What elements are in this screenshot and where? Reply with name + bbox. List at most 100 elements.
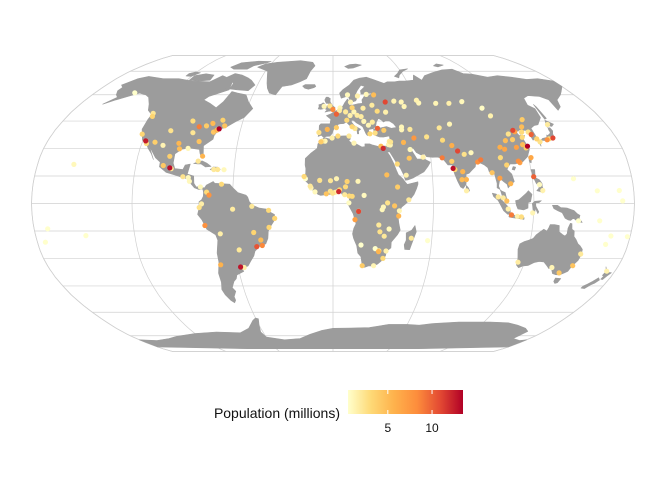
land-iceland bbox=[302, 84, 317, 90]
city-point bbox=[624, 234, 631, 240]
city-point bbox=[403, 172, 409, 178]
land-antarctica bbox=[139, 317, 529, 349]
city-point bbox=[367, 131, 373, 137]
city-point bbox=[132, 90, 138, 96]
city-point bbox=[384, 172, 390, 178]
city-point bbox=[217, 231, 223, 237]
city-point bbox=[346, 200, 352, 206]
city-point bbox=[504, 162, 510, 168]
city-point bbox=[197, 184, 203, 190]
city-point bbox=[351, 140, 357, 146]
city-point bbox=[575, 218, 582, 224]
city-point bbox=[519, 124, 525, 130]
city-point bbox=[196, 124, 202, 130]
city-point bbox=[206, 192, 212, 198]
city-point bbox=[497, 155, 503, 161]
land-hainan bbox=[511, 166, 516, 171]
city-point bbox=[433, 100, 439, 106]
city-point bbox=[519, 134, 525, 140]
city-point bbox=[463, 188, 470, 194]
city-point bbox=[185, 145, 191, 151]
city-point bbox=[383, 248, 389, 254]
city-point bbox=[505, 131, 511, 137]
land-baffin bbox=[226, 73, 256, 91]
city-point bbox=[254, 244, 260, 250]
city-point bbox=[343, 109, 349, 115]
city-point bbox=[218, 181, 225, 187]
city-point bbox=[200, 153, 206, 159]
city-point bbox=[312, 189, 318, 195]
city-point bbox=[536, 182, 543, 188]
city-point bbox=[381, 233, 387, 239]
land-sulawesi bbox=[532, 200, 542, 214]
city-point bbox=[463, 176, 469, 183]
city-point bbox=[344, 178, 350, 185]
city-point bbox=[508, 212, 515, 218]
city-point bbox=[450, 165, 456, 171]
land-victoria-is bbox=[189, 73, 215, 82]
city-point bbox=[327, 103, 333, 109]
city-point bbox=[487, 113, 494, 119]
city-point bbox=[167, 153, 173, 159]
graticule-meridian bbox=[493, 55, 635, 352]
city-point bbox=[358, 114, 364, 120]
city-point bbox=[167, 165, 173, 171]
city-point bbox=[544, 137, 550, 143]
city-point bbox=[371, 92, 377, 98]
city-point bbox=[143, 138, 149, 144]
city-point bbox=[479, 105, 485, 111]
city-point bbox=[168, 128, 174, 134]
city-point bbox=[603, 241, 609, 247]
city-point bbox=[436, 125, 442, 131]
city-point bbox=[439, 137, 446, 143]
city-point bbox=[203, 123, 210, 129]
city-points bbox=[42, 90, 631, 276]
city-point bbox=[316, 129, 322, 136]
city-point bbox=[221, 167, 227, 173]
city-point bbox=[266, 207, 272, 213]
city-point bbox=[342, 184, 349, 190]
legend-ticks: 5 10 bbox=[384, 390, 439, 435]
city-point bbox=[382, 99, 388, 105]
city-point bbox=[549, 264, 555, 271]
city-point bbox=[190, 118, 196, 124]
city-point bbox=[215, 166, 221, 173]
city-point bbox=[395, 184, 401, 190]
city-point bbox=[570, 263, 576, 269]
city-point bbox=[396, 213, 402, 219]
city-point bbox=[333, 125, 339, 131]
land-borneo bbox=[515, 190, 533, 211]
city-point bbox=[160, 142, 166, 148]
city-point bbox=[374, 108, 380, 114]
city-point bbox=[604, 268, 610, 274]
city-point bbox=[202, 222, 208, 229]
legend-tick-label: 10 bbox=[425, 421, 439, 435]
city-point bbox=[509, 137, 516, 143]
city-point bbox=[534, 136, 540, 142]
city-point bbox=[495, 194, 501, 200]
city-point bbox=[272, 215, 278, 221]
city-point bbox=[216, 126, 222, 132]
city-point bbox=[380, 145, 386, 151]
city-point bbox=[497, 144, 503, 150]
land-svalbard bbox=[344, 63, 362, 69]
city-point bbox=[354, 93, 360, 99]
city-point bbox=[266, 224, 272, 230]
city-point bbox=[505, 206, 511, 212]
city-point bbox=[195, 158, 201, 164]
city-point bbox=[497, 175, 503, 181]
land-novaya-zemlya bbox=[394, 68, 408, 79]
city-point bbox=[251, 229, 257, 236]
city-point bbox=[468, 150, 474, 156]
city-point bbox=[514, 213, 521, 219]
city-point bbox=[336, 108, 342, 114]
city-point bbox=[342, 192, 348, 198]
city-point bbox=[347, 112, 353, 119]
city-point bbox=[42, 239, 49, 245]
city-point bbox=[377, 229, 383, 235]
city-point bbox=[220, 117, 226, 123]
city-point bbox=[502, 138, 508, 144]
city-point bbox=[531, 174, 537, 180]
city-point bbox=[446, 121, 453, 127]
city-point bbox=[363, 91, 369, 97]
